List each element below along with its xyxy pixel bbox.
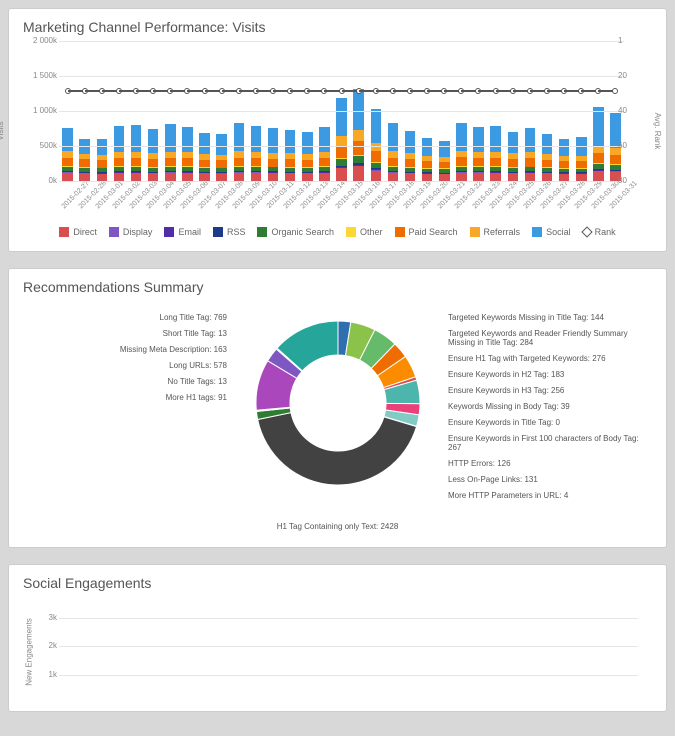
ytick-right: 60	[618, 141, 652, 150]
donut-label: Short Title Tag: 13	[163, 329, 227, 338]
ytick-left: 1k	[23, 670, 57, 679]
donut-svg	[238, 303, 438, 503]
ytick-left: 500k	[23, 141, 57, 150]
y-left-axis-title: Visits	[0, 122, 5, 141]
legend-item: Paid Search	[395, 227, 458, 237]
ytick-right: 40	[618, 106, 652, 115]
donut-label: Keywords Missing in Body Tag: 39	[448, 402, 648, 411]
legend-item: Referrals	[470, 227, 521, 237]
chart1: Visits Avg. Rank 2015-02-272015-02-28201…	[23, 41, 652, 221]
donut-chart: Long Title Tag: 769 Short Title Tag: 13 Mi…	[23, 303, 652, 533]
axes-frame: 2015-02-272015-02-282015-03-012015-03-02…	[59, 41, 624, 181]
donut-label: Targeted Keywords Missing in Title Tag: …	[448, 313, 648, 322]
ytick-right: 20	[618, 71, 652, 80]
legend-item: Email	[164, 227, 201, 237]
donut-label: Targeted Keywords and Reader Friendly Su…	[448, 329, 648, 347]
legend-item: Social	[532, 227, 571, 237]
donut-label: Ensure Keywords in First 100 characters …	[448, 434, 648, 452]
donut-label: No Title Tags: 13	[168, 377, 227, 386]
legend-item: Rank	[583, 227, 616, 237]
legend-item: Other	[346, 227, 383, 237]
ytick-left: 0k	[23, 176, 57, 185]
panel2-title: Recommendations Summary	[23, 279, 652, 295]
chart1-legend: Direct Display Email RSS Organic Search Other…	[23, 227, 652, 237]
legend-item: Organic Search	[257, 227, 334, 237]
donut-bottom-label: H1 Tag Containing only Text: 2428	[277, 522, 399, 531]
donut-label: Missing Meta Description: 163	[120, 345, 227, 354]
ytick-right: 80	[618, 176, 652, 185]
ytick-right: 1	[618, 36, 652, 45]
donut-label: More H1 tags: 91	[166, 393, 227, 402]
panel3-title: Social Engagements	[23, 575, 652, 591]
donut-slice	[257, 413, 416, 485]
ytick-left: 3k	[23, 613, 57, 622]
ytick-left: 2k	[23, 641, 57, 650]
donut-label: Ensure Keywords in H3 Tag: 256	[448, 386, 648, 395]
panel-recommendations: Recommendations Summary Long Title Tag: …	[8, 268, 667, 548]
donut-label: Ensure Keywords in Title Tag: 0	[448, 418, 648, 427]
ytick-left: 1 000k	[23, 106, 57, 115]
panel1-title: Marketing Channel Performance: Visits	[23, 19, 652, 35]
legend-item: Display	[109, 227, 153, 237]
ytick-left: 2 000k	[23, 36, 57, 45]
legend-item: RSS	[213, 227, 246, 237]
chart2: New Engagements 1k2k3k	[23, 597, 652, 707]
donut-label: Less On-Page Links: 131	[448, 475, 648, 484]
legend-item: Direct	[59, 227, 97, 237]
y-right-axis-title: Avg. Rank	[653, 113, 662, 150]
donut-label: Ensure Keywords in H2 Tag: 183	[448, 370, 648, 379]
ytick-left: 1 500k	[23, 71, 57, 80]
donut-label: More HTTP Parameters in URL: 4	[448, 491, 648, 500]
donut-label: Long URLs: 578	[169, 361, 227, 370]
donut-label: Long Title Tag: 769	[160, 313, 227, 322]
donut-label: Ensure H1 Tag with Targeted Keywords: 27…	[448, 354, 648, 363]
donut-label: HTTP Errors: 126	[448, 459, 648, 468]
chart2-axes: 1k2k3k	[59, 601, 638, 703]
panel-social: Social Engagements New Engagements 1k2k3…	[8, 564, 667, 712]
panel-marketing-channel: Marketing Channel Performance: Visits Vi…	[8, 8, 667, 252]
